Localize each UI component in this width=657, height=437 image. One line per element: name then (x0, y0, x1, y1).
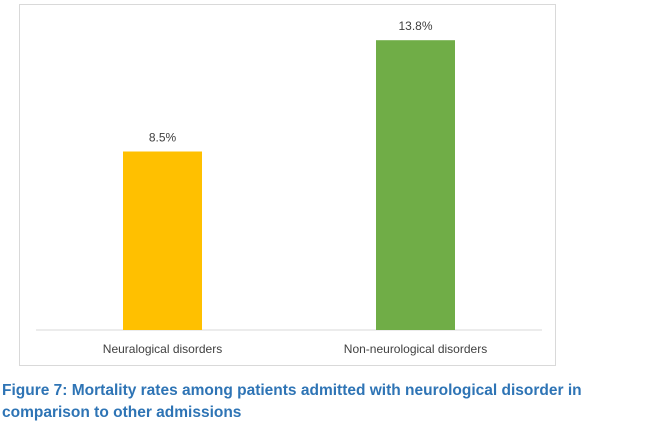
category-label-2: Non-neurological disorders (344, 342, 487, 356)
figure-caption: Figure 7: Mortality rates among patients… (2, 382, 582, 421)
bar-chart: 8.5% Neuralogical disorders 13.8% Non-neuro… (36, 19, 542, 356)
data-label-2: 13.8% (398, 19, 432, 33)
category-label-1: Neuralogical disorders (103, 342, 222, 356)
chart-area: 8.5% Neuralogical disorders 13.8% Non-neuro… (19, 4, 556, 366)
bar-1 (123, 151, 202, 330)
bar-2 (376, 40, 455, 330)
data-label-1: 8.5% (149, 131, 177, 145)
